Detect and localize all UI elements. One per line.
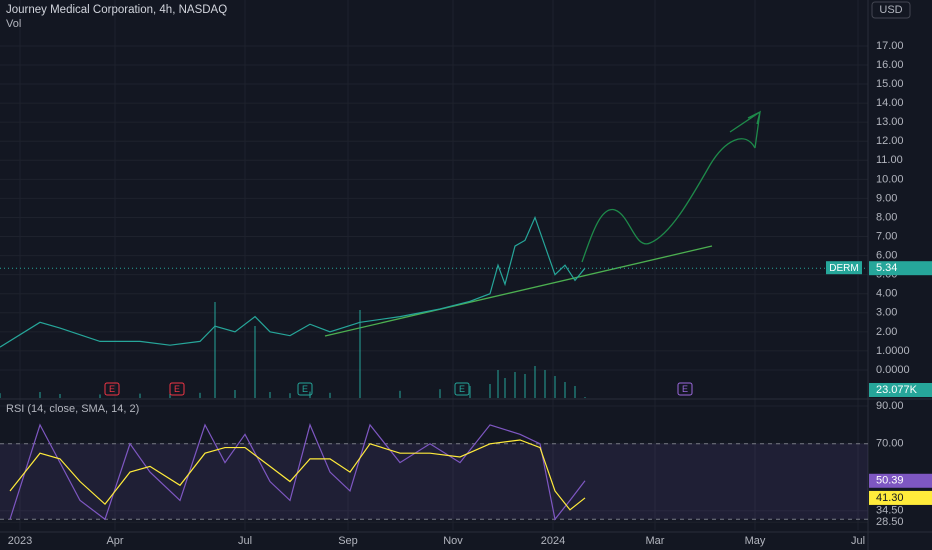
y-tick-label: 28.50: [876, 516, 904, 528]
drawn-curve: [581, 138, 756, 263]
volume-bar: [289, 393, 291, 398]
x-tick-label: 2024: [541, 535, 565, 547]
y-tick-label: 4.00: [876, 288, 897, 300]
volume-bar: [254, 326, 256, 398]
series-line: [9, 423, 586, 521]
volume-bar: [139, 393, 141, 398]
y-tick-label: 34.50: [876, 505, 904, 517]
y-tick-label: 17.00: [876, 40, 904, 52]
volume-bar: [359, 310, 361, 398]
last-value-label: 5.34: [876, 262, 897, 274]
event-box: [677, 382, 693, 396]
volume-bar: [234, 390, 236, 398]
x-tick-label: Nov: [443, 535, 463, 547]
event-box: [169, 382, 185, 396]
event-label: E: [174, 384, 180, 394]
y-tick-label: 9.00: [876, 192, 897, 204]
rsi-title: RSI (14, close, SMA, 14, 2): [6, 403, 139, 415]
volume-bar: [399, 390, 401, 398]
last-value-tag: [869, 473, 932, 488]
ticker-title: Journey Medical Corporation, 4h, NASDAQ: [6, 4, 227, 16]
volume-tag-label: 23.077K: [876, 384, 918, 396]
event-box: [454, 382, 470, 396]
y-tick-label: 6.00: [876, 250, 897, 262]
volume-bar: [59, 394, 61, 398]
volume-bar: [169, 394, 171, 398]
volume-bar: [99, 394, 101, 398]
series-line: [9, 439, 586, 511]
volume-bar: [269, 392, 271, 398]
currency[interactable]: USD: [879, 4, 902, 16]
y-tick-label: 3.00: [876, 307, 897, 319]
volume-bar: [329, 392, 331, 398]
last-value-label: 41.30: [876, 492, 904, 504]
currency-box[interactable]: [871, 1, 911, 19]
event-label: E: [682, 384, 688, 394]
y-tick-label: 7.00: [876, 230, 897, 242]
volume-bar: [574, 386, 576, 398]
x-tick-label: Apr: [106, 535, 123, 547]
volume-bar: [489, 384, 491, 398]
volume-bar: [469, 386, 471, 398]
volume-bar: [564, 382, 566, 398]
y-tick-label: 12.00: [876, 135, 904, 147]
x-tick-label: 2023: [8, 535, 32, 547]
last-value-tag: [869, 261, 932, 276]
y-tick-label: 2.00: [876, 326, 897, 338]
symbol-tag: [826, 261, 862, 275]
event-box: [104, 382, 120, 396]
series-line: [0, 215, 586, 348]
y-tick-label: 0.0000: [876, 364, 910, 376]
y-tick-label: 70.00: [876, 438, 904, 450]
y-tick-label: 15.00: [876, 78, 904, 90]
volume-bar: [504, 378, 506, 398]
y-tick-label: 14.00: [876, 97, 904, 109]
x-tick-label: Jul: [238, 535, 252, 547]
volume-bar: [544, 370, 546, 398]
x-tick-label: Mar: [646, 535, 665, 547]
y-tick-label: 8.00: [876, 211, 897, 223]
y-tick-label: 16.00: [876, 59, 904, 71]
volume-bar: [584, 397, 586, 398]
y-tick-label: 90.00: [876, 400, 904, 412]
x-tick-label: May: [745, 535, 766, 547]
volume-bar: [199, 392, 201, 398]
x-tick-label: Sep: [338, 535, 358, 547]
vol-label: Vol: [6, 18, 21, 30]
drawn-arrow: [729, 110, 761, 149]
last-value-tag: [869, 490, 932, 505]
symbol-tag-label: DERM: [829, 263, 858, 274]
volume-bar: [214, 302, 216, 398]
volume-bar: [534, 366, 536, 398]
event-box: [297, 382, 313, 396]
volume-bar: [554, 376, 556, 398]
rsi-band: [0, 443, 868, 520]
volume-bar: [439, 389, 441, 398]
volume-bar: [524, 374, 526, 398]
x-tick-label: Jul: [851, 535, 865, 547]
trendline: [324, 245, 713, 337]
volume-bar: [497, 370, 499, 398]
event-label: E: [302, 384, 308, 394]
event-label: E: [109, 384, 115, 394]
volume-bar: [514, 372, 516, 398]
event-label: E: [459, 384, 465, 394]
y-tick-label: 10.00: [876, 173, 904, 185]
volume-tag: [869, 383, 932, 397]
volume-bar: [0, 393, 1, 398]
y-tick-label: 1.0000: [876, 345, 910, 357]
last-value-label: 50.39: [876, 475, 904, 487]
y-tick-label: 13.00: [876, 116, 904, 128]
volume-bar: [39, 392, 41, 398]
y-tick-label: 11.00: [876, 154, 903, 166]
